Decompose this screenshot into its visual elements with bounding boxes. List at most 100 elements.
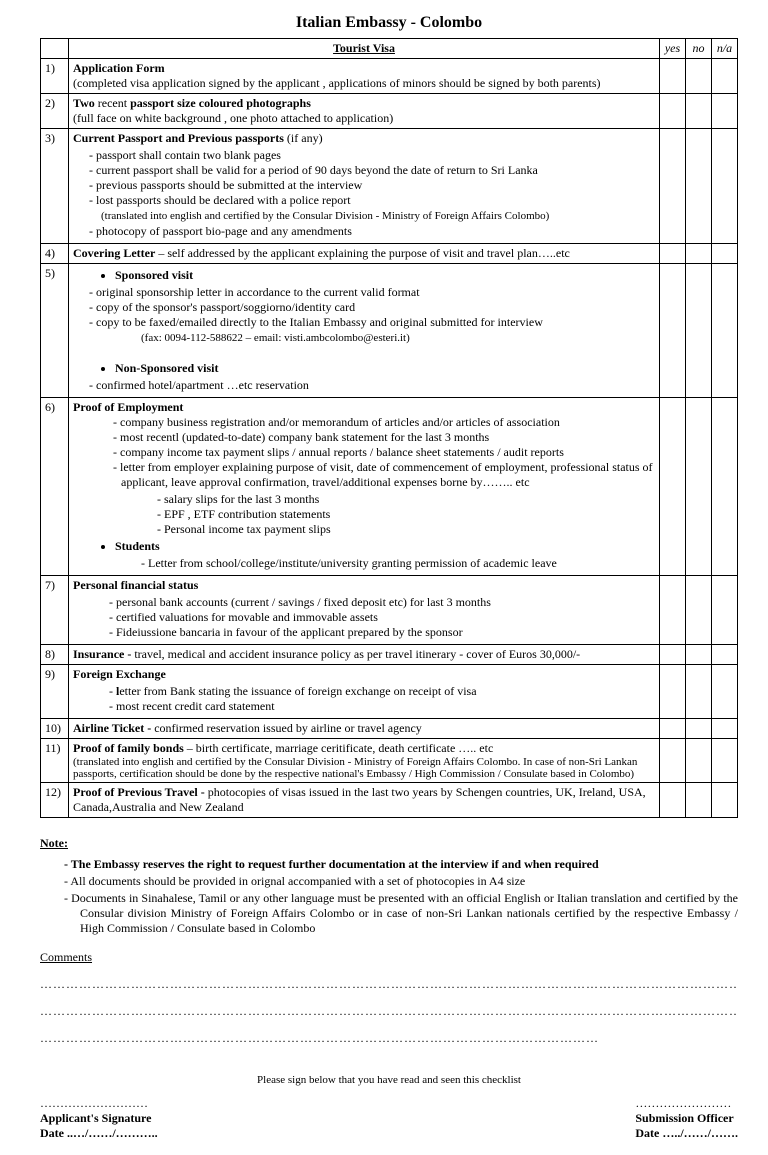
- row-num: 8): [41, 645, 69, 665]
- check-no[interactable]: [686, 739, 712, 783]
- table-title: Tourist Visa: [69, 39, 660, 59]
- check-na[interactable]: [712, 94, 738, 129]
- check-yes[interactable]: [660, 719, 686, 739]
- row-content: Sponsored visit original sponsorship let…: [69, 264, 660, 398]
- t: recent: [95, 96, 130, 110]
- check-na[interactable]: [712, 719, 738, 739]
- comment-line[interactable]: ……………………………………………………………………………………………………………: [40, 977, 738, 992]
- check-yes[interactable]: [660, 59, 686, 94]
- applicant-signature[interactable]: ………………………Applicant's SignatureDate ..…/……: [40, 1096, 158, 1141]
- check-na[interactable]: [712, 264, 738, 398]
- check-no[interactable]: [686, 645, 712, 665]
- row-num: 5): [41, 264, 69, 398]
- row-title: Proof of Employment: [73, 400, 183, 414]
- li: - company income tax payment slips / ann…: [113, 445, 655, 460]
- li: original sponsorship letter in accordanc…: [93, 285, 655, 300]
- check-na[interactable]: [712, 739, 738, 783]
- row-content: Two recent passport size coloured photog…: [69, 94, 660, 129]
- t: passport size coloured photographs: [130, 96, 311, 110]
- li: personal bank accounts (current / saving…: [113, 595, 655, 610]
- row-num: 12): [41, 783, 69, 818]
- row-sub: (full face on white background , one pho…: [73, 111, 393, 125]
- sig-label: Submission Officer: [635, 1111, 733, 1125]
- li: current passport shall be valid for a pe…: [93, 163, 655, 178]
- check-no[interactable]: [686, 94, 712, 129]
- check-yes[interactable]: [660, 665, 686, 719]
- row-content: Personal financial status personal bank …: [69, 576, 660, 645]
- row-content: Airline Ticket - confirmed reservation i…: [69, 719, 660, 739]
- check-yes[interactable]: [660, 645, 686, 665]
- check-no[interactable]: [686, 783, 712, 818]
- li: EPF , ETF contribution statements: [161, 507, 655, 522]
- row-content: Covering Letter – self addressed by the …: [69, 244, 660, 264]
- check-na[interactable]: [712, 576, 738, 645]
- sig-label: Applicant's Signature: [40, 1111, 151, 1125]
- check-yes[interactable]: [660, 783, 686, 818]
- row-content: Foreign Exchange letter from Bank statin…: [69, 665, 660, 719]
- check-yes[interactable]: [660, 244, 686, 264]
- row-content: Proof of family bonds – birth certificat…: [69, 739, 660, 783]
- comment-line[interactable]: ……………………………………………………………………………………………………………: [40, 1004, 738, 1019]
- check-na[interactable]: [712, 665, 738, 719]
- row-num: 3): [41, 129, 69, 244]
- check-na[interactable]: [712, 783, 738, 818]
- row-num: 11): [41, 739, 69, 783]
- li: photocopy of passport bio-page and any a…: [93, 224, 655, 239]
- row-title: Application Form: [73, 61, 165, 75]
- t: etter from Bank stating the issuance of …: [119, 684, 476, 698]
- li: previous passports should be submitted a…: [93, 178, 655, 193]
- check-na[interactable]: [712, 59, 738, 94]
- row-content: Insurance - travel, medical and accident…: [69, 645, 660, 665]
- li: certified valuations for movable and imm…: [113, 610, 655, 625]
- row-content: Application Form(completed visa applicat…: [69, 59, 660, 94]
- row-title: Foreign Exchange: [73, 667, 166, 681]
- check-yes[interactable]: [660, 576, 686, 645]
- check-no[interactable]: [686, 576, 712, 645]
- li: - company business registration and/or m…: [113, 415, 655, 430]
- li-small: (fax: 0094-112-588622 – email: visti.amb…: [73, 332, 655, 344]
- t: Two: [73, 96, 95, 110]
- check-no[interactable]: [686, 129, 712, 244]
- check-yes[interactable]: [660, 398, 686, 576]
- row-sub: (translated into english and certified b…: [73, 756, 655, 780]
- li: lost passports should be declared with a…: [93, 193, 655, 208]
- check-no[interactable]: [686, 665, 712, 719]
- sig-date: Date ..…/……/………..: [40, 1126, 158, 1140]
- check-yes[interactable]: [660, 739, 686, 783]
- col-yes: yes: [660, 39, 686, 59]
- sign-instruction: Please sign below that you have read and…: [40, 1074, 738, 1086]
- t: Covering Letter: [73, 246, 155, 260]
- sig-date: Date …../……/…….: [635, 1126, 738, 1140]
- li: confirmed hotel/apartment …etc reservati…: [93, 378, 655, 393]
- check-na[interactable]: [712, 645, 738, 665]
- comment-line[interactable]: ……………………………………………………………………………………………………………: [40, 1031, 738, 1046]
- check-yes[interactable]: [660, 129, 686, 244]
- li: Fideiussione bancaria in favour of the a…: [113, 625, 655, 640]
- note-heading: Note:: [40, 836, 738, 851]
- check-yes[interactable]: [660, 264, 686, 398]
- check-na[interactable]: [712, 129, 738, 244]
- li: passport shall contain two blank pages: [93, 148, 655, 163]
- check-yes[interactable]: [660, 94, 686, 129]
- note-item: Documents in Sinahalese, Tamil or any ot…: [68, 891, 738, 936]
- comments-heading: Comments: [40, 950, 738, 965]
- check-no[interactable]: [686, 398, 712, 576]
- li: letter from Bank stating the issuance of…: [113, 684, 655, 699]
- li: - letter from employer explaining purpos…: [113, 460, 655, 490]
- check-no[interactable]: [686, 719, 712, 739]
- note-item: The Embassy reserves the right to reques…: [68, 857, 738, 872]
- check-na[interactable]: [712, 244, 738, 264]
- li: salary slips for the last 3 months: [161, 492, 655, 507]
- check-no[interactable]: [686, 244, 712, 264]
- t: Airline Ticket -: [73, 721, 154, 735]
- t: – birth certificate, marriage ceritifica…: [184, 741, 494, 755]
- col-na: n/a: [712, 39, 738, 59]
- row-num: 10): [41, 719, 69, 739]
- subhead: Sponsored visit: [115, 268, 655, 283]
- check-no[interactable]: [686, 264, 712, 398]
- t: – self addressed by the applicant explai…: [155, 246, 570, 260]
- li: most recent credit card statement: [113, 699, 655, 714]
- check-no[interactable]: [686, 59, 712, 94]
- check-na[interactable]: [712, 398, 738, 576]
- officer-signature[interactable]: ……………………Submission OfficerDate …../……/………: [635, 1096, 738, 1141]
